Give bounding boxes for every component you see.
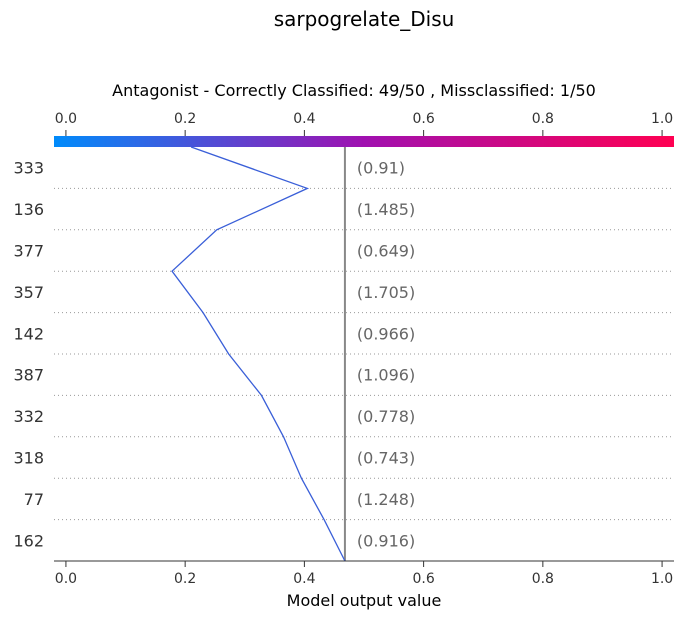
x-tick-label: 0.4 bbox=[293, 571, 315, 587]
feature-value-label: (1.485) bbox=[357, 200, 415, 219]
x-tick-label: 0.8 bbox=[532, 571, 554, 587]
feature-value-label: (0.743) bbox=[357, 449, 415, 468]
decision-path-line bbox=[171, 146, 346, 562]
colorbar-tick-label: 1.0 bbox=[651, 111, 673, 127]
feature-value-label: (0.778) bbox=[357, 407, 415, 426]
colorbar-tick-label: 0.2 bbox=[174, 111, 196, 127]
x-tick-label: 1.0 bbox=[651, 571, 673, 587]
feature-rows: 333 (0.91) 136 (1.485) 377 (0.649) 357 (1.705) 1… bbox=[13, 159, 674, 550]
colorbar-tick-label: 0.8 bbox=[532, 111, 554, 127]
feature-label: 162 bbox=[13, 531, 44, 550]
colorbar bbox=[54, 136, 674, 147]
x-tick-label: 0.2 bbox=[174, 571, 196, 587]
x-axis-ticks: 0.0 0.2 0.4 0.6 0.8 1.0 bbox=[55, 561, 673, 587]
feature-label: 333 bbox=[13, 159, 44, 178]
feature-label: 318 bbox=[13, 449, 44, 468]
feature-value-label: (1.705) bbox=[357, 283, 415, 302]
colorbar-tick-label: 0.4 bbox=[293, 111, 315, 127]
colorbar-tick-labels: 0.0 0.2 0.4 0.6 0.8 1.0 bbox=[55, 111, 673, 136]
x-tick-label: 0.0 bbox=[55, 571, 77, 587]
feature-value-label: (0.916) bbox=[357, 531, 415, 550]
feature-label: 136 bbox=[13, 200, 44, 219]
feature-value-label: (0.91) bbox=[357, 159, 405, 178]
feature-value-label: (0.649) bbox=[357, 242, 415, 261]
x-axis-label: Model output value bbox=[287, 591, 442, 610]
feature-value-label: (0.966) bbox=[357, 324, 415, 343]
feature-label: 142 bbox=[13, 324, 44, 343]
feature-label: 77 bbox=[24, 490, 44, 509]
x-tick-label: 0.6 bbox=[412, 571, 434, 587]
feature-label: 387 bbox=[13, 366, 44, 385]
feature-value-label: (1.096) bbox=[357, 366, 415, 385]
suptitle: sarpogrelate_Disu bbox=[274, 7, 455, 31]
feature-label: 357 bbox=[13, 283, 44, 302]
subtitle: Antagonist - Correctly Classified: 49/50… bbox=[112, 81, 596, 100]
feature-value-label: (1.248) bbox=[357, 490, 415, 509]
feature-label: 377 bbox=[13, 242, 44, 261]
colorbar-tick-label: 0.0 bbox=[55, 111, 77, 127]
feature-label: 332 bbox=[13, 407, 44, 426]
colorbar-tick-label: 0.6 bbox=[412, 111, 434, 127]
